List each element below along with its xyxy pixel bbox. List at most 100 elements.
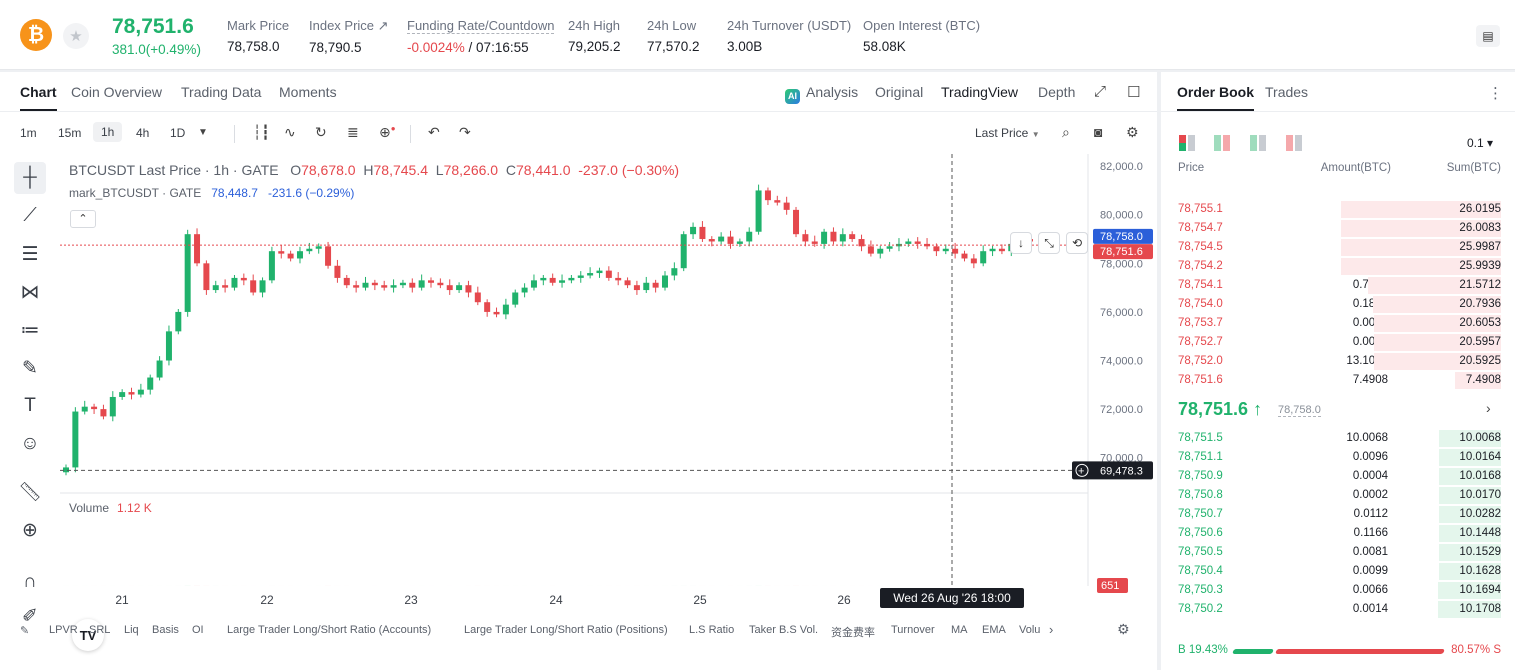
ask-row[interactable]: 78,754.24.422725.9939 (1161, 257, 1515, 276)
candle-type-icon[interactable]: ┆┇ (253, 124, 270, 140)
settings-gear-icon[interactable]: ⚙ (1126, 124, 1139, 140)
scroll-right-icon[interactable]: › (1049, 622, 1054, 637)
col-amount: Amount(BTC) (1320, 162, 1391, 174)
stat-index-price[interactable]: Index Price ↗ 78,790.5 (309, 18, 389, 55)
indicator-large-trader-accounts[interactable]: Large Trader Long/Short Ratio (Accounts) (227, 624, 432, 636)
crosshair-tool-icon[interactable]: ┼ (14, 162, 46, 194)
bid-row[interactable]: 78,750.5 0.0081 10.1529 (1161, 543, 1515, 562)
bid-row[interactable]: 78,751.5 10.0068 10.0068 (1161, 429, 1515, 448)
ask-row[interactable]: 78,752.0 13.1017 20.5925 (1161, 352, 1515, 371)
ask-row[interactable]: 78,751.6 7.4908 7.4908 (1161, 371, 1515, 390)
camera-icon[interactable]: ◙ (1094, 124, 1103, 140)
bid-row[interactable]: 78,750.4 0.0099 10.1628 (1161, 562, 1515, 581)
text-tool-icon[interactable]: T (24, 395, 36, 416)
indicator-ma[interactable]: MA (951, 624, 968, 636)
tab-trades[interactable]: Trades (1265, 84, 1309, 100)
ask-row[interactable]: 78,753.7 0.0096 20.6053 (1161, 314, 1515, 333)
indicator-taker-bs-vol[interactable]: Taker B.S Vol. (749, 624, 819, 636)
zoom-in-icon[interactable]: ⊕ (22, 519, 38, 541)
ask-row[interactable]: 78,754.10.777621.5712 (1161, 276, 1515, 295)
bid-row[interactable]: 78,751.1 0.0096 10.0164 (1161, 448, 1515, 467)
indicator-volume[interactable]: Volu (1019, 624, 1041, 636)
indicator-basis[interactable]: Basis (152, 624, 179, 636)
bid-row[interactable]: 78,750.8 0.0002 10.0170 (1161, 486, 1515, 505)
bid-row[interactable]: 78,750.6 0.1166 10.1448 (1161, 524, 1515, 543)
precision-select[interactable]: 0.1 ▾ (1467, 136, 1494, 150)
interval-15m[interactable]: 15m (58, 126, 82, 140)
chart-settings-icon[interactable]: ⚙ (1117, 621, 1130, 637)
collapse-legend-button[interactable]: ⌃ (70, 210, 96, 228)
magnet-icon[interactable]: ∩ (23, 571, 37, 592)
view-depth[interactable]: Depth (1038, 84, 1076, 100)
tab-order-book[interactable]: Order Book (1177, 84, 1255, 111)
redo-icon[interactable]: ↷ (459, 124, 471, 140)
price-chart[interactable]: 82,000.0 80,000.0 78,000.0 76,000.0 74,000.0… (60, 154, 1157, 670)
indicator-oi[interactable]: OI (192, 624, 204, 636)
bid-row[interactable]: 78,750.7 0.0112 10.0282 (1161, 505, 1515, 524)
indicators-icon[interactable]: ∿ (284, 124, 296, 140)
ask-row[interactable]: 78,754.50.004825.9987 (1161, 238, 1515, 257)
mark-legend: mark_BTCUSDT · GATE 78,448.7 -231.6 (−0.… (69, 186, 355, 200)
search-icon[interactable]: ⌕ (1062, 124, 1070, 140)
add-indicator-icon[interactable]: ⊕● (379, 124, 396, 140)
interval-1d[interactable]: 1D (170, 126, 186, 140)
window-icon[interactable]: ☐ (1127, 84, 1141, 101)
pattern-tool-icon[interactable]: ⋈ (20, 281, 40, 303)
indicator-liq[interactable]: Liq (124, 624, 139, 636)
horizontal-lines-tool-icon[interactable]: ☰ (21, 243, 39, 265)
mode-both-icon[interactable] (1179, 135, 1195, 151)
bid-row[interactable]: 78,750.3 0.0066 10.1694 (1161, 581, 1515, 600)
stat-24h-turnover: 24h Turnover (USDT) 3.00B (727, 18, 852, 54)
more-menu-icon[interactable]: ⋮ (1488, 85, 1503, 102)
reset-chart-button[interactable]: ⟲ (1066, 232, 1088, 254)
tab-moments[interactable]: Moments (279, 84, 337, 100)
interval-1m[interactable]: 1m (20, 126, 37, 140)
pencil-icon[interactable]: ✎ (20, 625, 30, 637)
ask-row[interactable]: 78,754.0 0.1883 20.7936 (1161, 295, 1515, 314)
favorite-star-icon[interactable]: ★ (63, 23, 89, 49)
tab-chart[interactable]: Chart (20, 84, 57, 111)
volume-tag: 651 (1101, 580, 1119, 592)
templates-icon[interactable]: ≣ (347, 124, 359, 140)
guide-book-icon[interactable]: ▤ (1476, 25, 1500, 47)
chart-canvas[interactable]: 82,000.0 80,000.0 78,000.0 76,000.0 74,000.0… (60, 154, 1157, 620)
interval-4h[interactable]: 4h (136, 126, 150, 140)
pencil-lock-icon[interactable]: ✐ (22, 605, 38, 627)
indicator-turnover[interactable]: Turnover (891, 624, 935, 636)
mode-buy-icon[interactable] (1250, 135, 1266, 151)
bid-row[interactable]: 78,750.9 0.0004 10.0168 (1161, 467, 1515, 486)
indicator-lpvr[interactable]: LPVR (49, 624, 78, 636)
expand-icon[interactable]: ⤢ (1094, 83, 1107, 100)
mode-sell-icon[interactable] (1286, 135, 1302, 151)
tab-coin-overview[interactable]: Coin Overview (71, 84, 163, 100)
fib-tool-icon[interactable]: ≔ (20, 319, 40, 341)
indicator-funding-rate[interactable]: 资金费率 (831, 627, 875, 639)
analysis-button[interactable]: AI Analysis (785, 84, 858, 104)
bid-row[interactable]: 78,750.2 0.0014 10.1708 (1161, 600, 1515, 619)
brush-tool-icon[interactable]: ✎ (22, 357, 38, 379)
interval-dropdown-icon[interactable]: ▼ (198, 127, 208, 138)
interval-1h[interactable]: 1h (93, 122, 123, 142)
download-button[interactable]: ↓ (1010, 232, 1032, 254)
trendline-tool-icon[interactable]: ⟋ (23, 205, 37, 226)
candle-body (502, 304, 509, 315)
legend-title: BTCUSDT Last Price · 1h · GATE (69, 162, 279, 178)
view-original[interactable]: Original (875, 84, 924, 100)
emoji-tool-icon[interactable]: ☺ (20, 433, 40, 454)
tab-trading-data[interactable]: Trading Data (181, 84, 262, 100)
undo-icon[interactable]: ↶ (428, 124, 440, 140)
chevron-right-icon[interactable]: › (1486, 400, 1491, 416)
ask-row[interactable]: 78,752.7 0.0032 20.5957 (1161, 333, 1515, 352)
price-source-select[interactable]: Last Price ▼ (975, 126, 1040, 140)
mode-bids-icon[interactable] (1214, 135, 1230, 151)
ruler-tool-icon[interactable]: 📏︎ (17, 482, 43, 503)
replay-icon[interactable]: ↻ (315, 124, 327, 140)
view-tradingview[interactable]: TradingView (941, 84, 1019, 100)
indicator-large-trader-positions[interactable]: Large Trader Long/Short Ratio (Positions… (464, 624, 668, 636)
indicator-ls-ratio[interactable]: L.S Ratio (689, 624, 735, 636)
ask-row[interactable]: 78,755.10.011226.0195 (1161, 200, 1515, 219)
fullscreen-button[interactable]: ⤡ (1038, 232, 1060, 254)
indicator-srl[interactable]: SRL (89, 624, 111, 636)
ask-row[interactable]: 78,754.70.009626.0083 (1161, 219, 1515, 238)
indicator-ema[interactable]: EMA (982, 624, 1006, 636)
